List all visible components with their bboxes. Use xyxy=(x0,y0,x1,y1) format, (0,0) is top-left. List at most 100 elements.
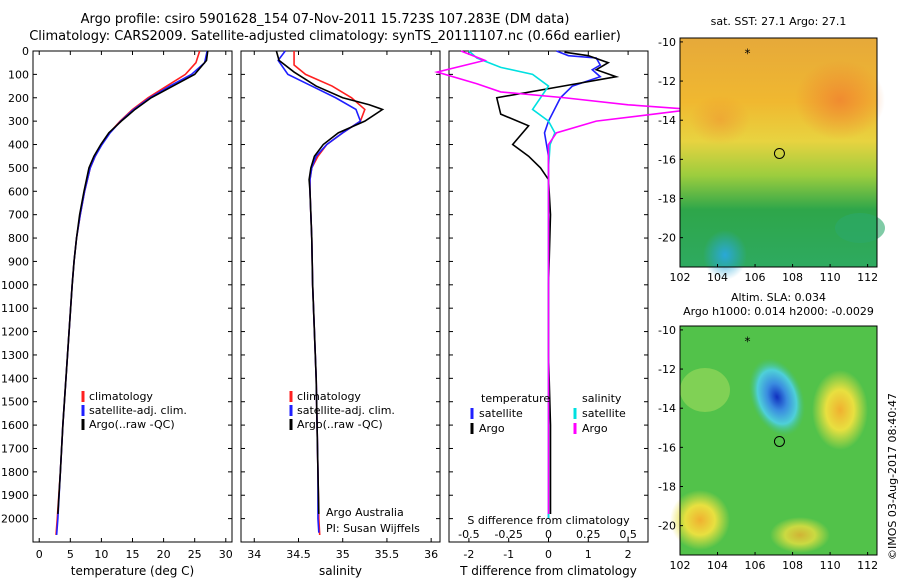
header-line-2: Climatology: CARS2009. Satellite-adjuste… xyxy=(29,29,621,44)
legend-label: satellite xyxy=(479,407,523,420)
y-tick-label: 700 xyxy=(8,209,29,222)
map-y-tick-label: -16 xyxy=(658,153,676,166)
header-line-1: Argo profile: csiro 5901628_154 07-Nov-2… xyxy=(80,12,570,27)
salinity-panel: 34 34.5 35 35.5 36 salinity climatologysatelli… xyxy=(240,50,441,578)
x-axis-label: T difference from climatology xyxy=(459,564,637,578)
legend-label: satellite-adj. clim. xyxy=(297,404,395,417)
map-x-tick-label: 108 xyxy=(782,559,803,572)
map-subtitle: Argo h1000: 0.014 h2000: -0.0029 xyxy=(683,305,874,318)
legend-label: satellite xyxy=(582,407,626,420)
secondary-tick-label: -0.5 xyxy=(458,528,479,541)
x-tick-label: 5 xyxy=(67,548,74,561)
map-y-tick-label: -20 xyxy=(658,232,676,245)
series-line-s-argo xyxy=(433,50,692,514)
legend-title-salinity: salinity xyxy=(582,392,622,405)
map-x-tick-label: 106 xyxy=(745,559,766,572)
x-tick-label: 25 xyxy=(188,548,202,561)
series-line-s-satellite xyxy=(468,50,556,519)
x-tick-label: 34 xyxy=(247,548,261,561)
map-y-tick-label: -14 xyxy=(658,114,676,127)
x-tick-label: 34.5 xyxy=(286,548,311,561)
y-tick-label: 1600 xyxy=(1,419,29,432)
sla-map-panel: 102 104 106 108 110 112 -10 -12 -14 -16 -18 -20 * Alt… xyxy=(658,291,878,572)
secondary-tick-label: -0.25 xyxy=(494,528,522,541)
x-tick-label: 0 xyxy=(545,548,552,561)
map-x-tick-label: 112 xyxy=(857,559,878,572)
legend-label: satellite-adj. clim. xyxy=(89,404,187,417)
legend-label: Argo xyxy=(479,422,505,435)
y-tick-label: 400 xyxy=(8,139,29,152)
x-tick-label: -1 xyxy=(503,548,514,561)
series-line-t-satellite xyxy=(543,50,602,519)
series-line-climatology xyxy=(293,51,366,536)
series-line-satellite-adj--clim- xyxy=(277,50,362,533)
secondary-tick-label: 0.5 xyxy=(619,528,637,541)
y-tick-label: 500 xyxy=(8,162,29,175)
legend-label: Argo xyxy=(582,422,608,435)
series-line-climatology xyxy=(55,50,201,536)
x-tick-label: 15 xyxy=(126,548,140,561)
temperature-panel: 0 5 10 15 20 25 300100200300400500600700800900… xyxy=(1,45,233,578)
credit-timestamp: ©IMOS 03-Aug-2017 08:40:47 xyxy=(886,393,899,560)
x-tick-label: 10 xyxy=(94,548,108,561)
legend-label: climatology xyxy=(89,390,153,403)
x-tick-label: 2 xyxy=(625,548,632,561)
legend-title-temperature: temperature xyxy=(481,392,550,405)
x-tick-label: 35.5 xyxy=(375,548,400,561)
x-axis-label: salinity xyxy=(319,564,362,578)
y-tick-label: 900 xyxy=(8,255,29,268)
argo-float-location-marker xyxy=(773,435,785,447)
map-x-tick-label: 102 xyxy=(670,559,691,572)
map-y-tick-label: -20 xyxy=(658,520,676,533)
y-tick-label: 1700 xyxy=(1,442,29,455)
map-star-marker: * xyxy=(745,47,751,61)
series-line-argo---raw--qc- xyxy=(57,50,209,514)
secondary-tick-label: 0 xyxy=(545,528,552,541)
y-tick-label: 1400 xyxy=(1,372,29,385)
y-tick-label: 0 xyxy=(22,45,29,58)
y-tick-label: 1100 xyxy=(1,302,29,315)
x-tick-label: 1 xyxy=(585,548,592,561)
x-tick-label: -2 xyxy=(463,548,474,561)
y-tick-label: 100 xyxy=(8,68,29,81)
y-tick-label: 1800 xyxy=(1,466,29,479)
difference-panel: -2 -1 0 1 2 T difference from climatology temp… xyxy=(433,50,692,578)
legend-label: Argo(..raw -QC) xyxy=(89,418,175,431)
series-line-argo---raw--qc- xyxy=(275,50,385,514)
map-x-tick-label: 110 xyxy=(820,559,841,572)
x-tick-label: 0 xyxy=(36,548,43,561)
x-tick-label: 35 xyxy=(336,548,350,561)
map-y-tick-label: -14 xyxy=(658,402,676,415)
map-title: Altim. SLA: 0.034 xyxy=(731,291,826,304)
map-x-tick-label: 104 xyxy=(707,271,728,284)
map-title: sat. SST: 27.1 Argo: 27.1 xyxy=(711,15,847,28)
map-x-tick-label: 110 xyxy=(820,271,841,284)
map-y-tick-label: -12 xyxy=(658,363,676,376)
map-y-tick-label: -16 xyxy=(658,441,676,454)
y-tick-label: 800 xyxy=(8,232,29,245)
y-tick-label: 1900 xyxy=(1,489,29,502)
y-tick-label: 1300 xyxy=(1,349,29,362)
x-tick-label: 30 xyxy=(219,548,233,561)
y-tick-label: 600 xyxy=(8,185,29,198)
map-x-tick-label: 102 xyxy=(670,271,691,284)
map-x-tick-label: 108 xyxy=(782,271,803,284)
map-y-tick-label: -12 xyxy=(658,75,676,88)
y-tick-label: 300 xyxy=(8,115,29,128)
argo-float-location-marker xyxy=(773,147,785,159)
map-x-tick-label: 112 xyxy=(857,271,878,284)
secondary-tick-label: 0.25 xyxy=(576,528,601,541)
sst-map-panel: 102 104 106 108 110 112 -10 -12 -14 -16 -18 -20 * sat… xyxy=(658,15,885,284)
annotation-org: Argo Australia xyxy=(326,506,404,519)
x-tick-label: 36 xyxy=(424,548,438,561)
y-tick-label: 2000 xyxy=(1,513,29,526)
legend-label: Argo(..raw -QC) xyxy=(297,418,383,431)
y-tick-label: 1500 xyxy=(1,396,29,409)
map-y-tick-label: -18 xyxy=(658,480,676,493)
x-axis-label: temperature (deg C) xyxy=(71,564,194,578)
y-tick-label: 1000 xyxy=(1,279,29,292)
map-star-marker: * xyxy=(745,335,751,349)
map-y-tick-label: -10 xyxy=(658,36,676,49)
series-line-satellite-adj--clim- xyxy=(55,50,208,536)
